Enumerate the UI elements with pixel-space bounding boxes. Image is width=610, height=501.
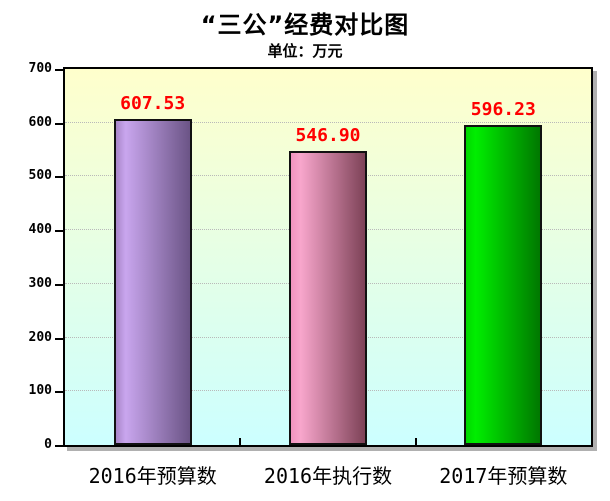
y-axis-tick-label: 700 xyxy=(28,61,52,76)
bar-2017年预算数 xyxy=(464,124,543,445)
y-axis-tick-label: 500 xyxy=(28,168,52,184)
category-label-2016年预算数: 2016年预算数 xyxy=(88,464,217,488)
plot-area: 607.53 546.90 596.23 xyxy=(63,67,593,447)
bar-2016年预算数 xyxy=(113,118,192,445)
chart-title: “三公”经费对比图 xyxy=(200,11,410,39)
y-axis-tick xyxy=(55,230,63,233)
y-axis-tick xyxy=(55,176,63,179)
y-axis-tick xyxy=(55,69,63,71)
y-axis-tick-label: 400 xyxy=(28,222,52,238)
y-axis-tick xyxy=(55,337,63,340)
category-label-2016年执行数: 2016年执行数 xyxy=(263,464,393,488)
y-axis-tick-label: 100 xyxy=(28,383,52,399)
category-label-2017年预算数: 2017年预算数 xyxy=(439,464,568,488)
y-axis-tick-label: 0 xyxy=(44,437,52,452)
y-axis-tick xyxy=(55,283,63,286)
y-axis-tick-label: 200 xyxy=(28,329,52,345)
bar-value-label: 607.53 xyxy=(120,92,186,114)
gridline-600 xyxy=(65,121,591,123)
y-axis-tick xyxy=(55,391,63,394)
x-axis-boundary-tick xyxy=(239,438,242,445)
bar-2016年执行数 xyxy=(289,151,367,445)
y-axis-tick-label: 600 xyxy=(28,114,52,130)
chart-unit-subtitle: 单位：万元 xyxy=(267,42,343,60)
bar-value-label: 546.90 xyxy=(295,125,361,147)
y-axis-tick xyxy=(55,445,63,447)
x-axis-boundary-tick xyxy=(414,438,417,445)
y-axis-tick-label: 300 xyxy=(28,275,52,291)
bar-value-label: 596.23 xyxy=(470,98,536,120)
y-axis-tick xyxy=(55,122,63,125)
